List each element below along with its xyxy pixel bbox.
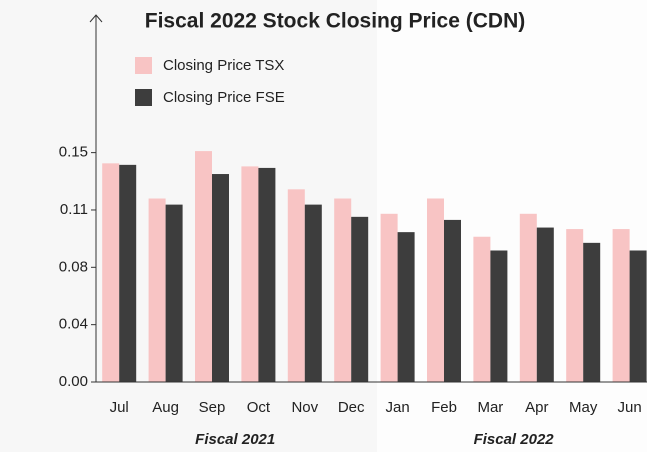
bar	[148, 198, 166, 382]
bar	[629, 250, 647, 382]
bar	[195, 151, 212, 382]
y-tick-label: 0.04	[59, 316, 88, 333]
bar	[212, 174, 229, 382]
bar	[304, 204, 322, 382]
bar	[287, 189, 305, 382]
x-tick-label: Mar	[477, 399, 503, 416]
bar	[102, 163, 120, 382]
bar	[380, 213, 398, 382]
bar	[473, 236, 491, 382]
bar	[258, 167, 276, 382]
y-tick-label: 0.00	[59, 373, 88, 390]
bar	[334, 198, 352, 382]
x-tick-label: Jul	[110, 399, 129, 416]
legend-swatch	[135, 89, 152, 106]
band-fiscal-2022	[377, 0, 647, 452]
bar	[351, 216, 369, 382]
bar	[397, 232, 415, 382]
x-tick-label: May	[569, 399, 598, 416]
x-tick-label: Feb	[431, 399, 457, 416]
legend-label: Closing Price FSE	[163, 89, 285, 106]
y-tick-label: 0.08	[59, 258, 88, 275]
x-tick-label: Dec	[338, 399, 365, 416]
bar	[165, 204, 183, 382]
x-tick-label: Oct	[247, 399, 271, 416]
y-tick-label: 0.15	[59, 144, 88, 161]
bar	[427, 198, 444, 382]
bar	[536, 227, 554, 382]
bar	[519, 213, 537, 382]
bar	[490, 250, 508, 382]
x-tick-label: Aug	[152, 399, 179, 416]
chart-title: Fiscal 2022 Stock Closing Price (CDN)	[145, 10, 525, 33]
x-tick-label: Nov	[291, 399, 318, 416]
x-tick-label: Jan	[386, 399, 410, 416]
group-label: Fiscal 2021	[195, 431, 275, 448]
x-tick-label: Sep	[199, 399, 226, 416]
x-tick-label: Jun	[618, 399, 642, 416]
y-axis-arrow	[89, 14, 103, 23]
bar	[583, 242, 601, 382]
bar	[241, 166, 259, 382]
group-label: Fiscal 2022	[474, 431, 555, 448]
y-tick-label: 0.11	[60, 201, 88, 218]
legend-swatch	[135, 57, 152, 74]
legend-label: Closing Price TSX	[163, 57, 284, 74]
bar	[612, 229, 630, 382]
bar	[444, 219, 461, 382]
bar	[119, 164, 137, 382]
bar	[566, 229, 584, 382]
x-tick-label: Apr	[525, 399, 548, 416]
